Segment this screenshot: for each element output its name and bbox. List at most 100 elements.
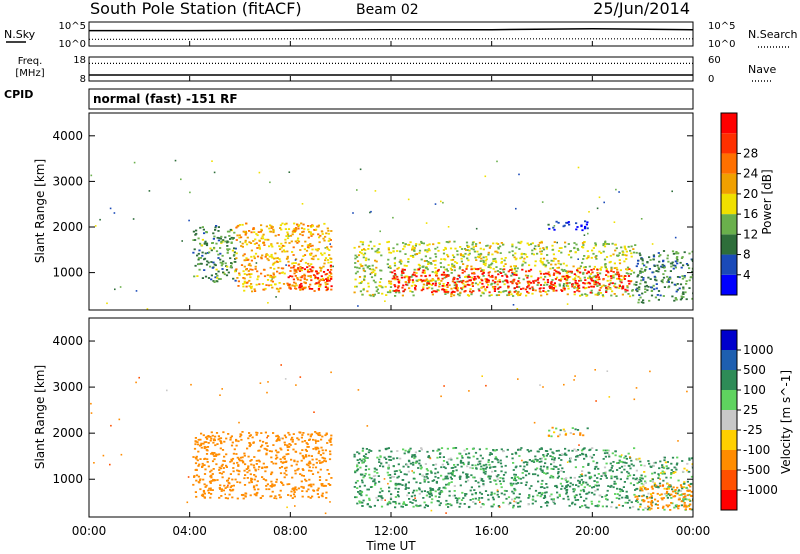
vel-data-cell-2-171: [650, 466, 653, 468]
vel-data-cell-0-427: [248, 432, 251, 434]
vel-data-cell-0-616: [286, 449, 290, 451]
vel-data-cell-2-14: [650, 497, 653, 499]
vel-data-cell-1-1454: [621, 490, 624, 492]
vel-data-cell-1-1539: [356, 464, 359, 467]
power-data-cell-5-47: [640, 279, 643, 282]
vel-data-cell-0-536: [194, 443, 197, 446]
vel-data-cell-0-597: [287, 431, 290, 434]
power-data-cell-1-269: [301, 258, 304, 261]
vel-data-cell-1-302: [426, 491, 429, 493]
vel-data-cell-1-452: [616, 477, 619, 480]
vel-data-cell-2-220: [663, 456, 666, 459]
power-data-cell-1-19: [240, 236, 243, 239]
vel-data-cell-0-275: [301, 454, 304, 457]
vel-data-cell-1-635: [606, 498, 609, 501]
vel-data-cell-0-882: [248, 442, 251, 444]
power-data-cell-5-135: [681, 275, 684, 277]
vel-data-cell-0-44: [215, 463, 218, 466]
power-data-cell-4-186: [442, 271, 445, 274]
vel-data-cell-2-95: [673, 506, 676, 509]
vel-data-cell-1-918: [494, 465, 497, 468]
power-data-cell-1-33: [237, 280, 240, 283]
power-data-cell-1-321: [273, 257, 276, 260]
vel-data-cell-1-1017: [480, 493, 483, 495]
vel-data-cell-1-996: [452, 447, 455, 450]
vel-data-cell-0-117: [216, 443, 219, 445]
vel-data-cell-3-73: [656, 500, 659, 503]
power-data-cell-1-369: [311, 225, 314, 227]
vel-data-cell-1-154: [551, 451, 554, 454]
power-data-cell-3-1081: [367, 244, 370, 247]
power-data-cell-3-1134: [407, 258, 410, 260]
power-data-speck-52: [119, 286, 122, 288]
vel-data-cell-1-609: [381, 497, 384, 499]
power-data-cell-3-420: [375, 266, 378, 269]
vel-data-cell-1-399: [502, 450, 505, 453]
power-data-speck-36: [180, 178, 182, 181]
vel-data-cell-0-2: [307, 462, 310, 465]
power-colorbar-tick-label-6: 28: [743, 146, 758, 160]
power-data-cell-3-41: [371, 247, 374, 250]
freq-ytick-bottom: 8: [80, 74, 86, 85]
power-data-cell-3-997: [358, 282, 361, 285]
vel-data-speck-53: [595, 400, 597, 402]
vel-data-cell-0-739: [325, 491, 328, 494]
power-data-cell-3-879: [411, 248, 414, 251]
power-data-cell-3-193: [545, 246, 548, 249]
power-data-cell-3-952: [575, 274, 578, 277]
vel-data-cell-0-603: [293, 459, 296, 462]
vel-data-cell-1-352: [466, 473, 469, 476]
vel-data-cell-1-1571: [367, 488, 370, 491]
vel-data-cell-1-1519: [416, 505, 419, 508]
power-data-cell-3-951: [604, 263, 607, 266]
vel-data-speck-50: [618, 504, 621, 506]
vel-data-cell-1-1586: [574, 466, 577, 469]
vel-data-cell-0-311: [312, 483, 315, 486]
vel-data-cell-1-347: [364, 456, 367, 458]
power-data-cell-5-214: [635, 251, 638, 254]
power-data-cell-2-27: [311, 288, 314, 290]
power-data-cell-3-1469: [560, 268, 563, 271]
power-data-cell-0-36: [216, 236, 219, 239]
power-data-cell-4-523: [617, 277, 620, 280]
power-data-cell-3-1150: [394, 291, 398, 294]
vel-data-cell-1-1189: [500, 486, 503, 489]
vel-data-cell-1-1115: [569, 476, 572, 479]
power-data-cell-1-645: [321, 230, 324, 233]
power-data-cell-3-459: [506, 294, 509, 297]
vel-data-cell-1-193: [373, 504, 376, 507]
power-data-cell-3-1224: [390, 283, 393, 285]
date-label: 25/Jun/2014: [593, 0, 690, 18]
vel-data-cell-0-69: [253, 456, 256, 458]
power-data-cell-3-1180: [474, 282, 477, 285]
power-data-cell-1-214: [324, 235, 327, 238]
vel-data-cell-0-341: [295, 463, 298, 466]
vel-data-cell-0-199: [246, 447, 249, 450]
beam-label: Beam 02: [356, 2, 419, 18]
power-data-cell-3-889: [470, 276, 473, 279]
vel-data-cell-1-1033: [541, 486, 544, 488]
vel-data-cell-1-542: [378, 449, 381, 452]
power-data-cell-3-71: [570, 256, 573, 259]
vel-data-cell-0-395: [206, 435, 209, 438]
power-data-cell-1-595: [251, 268, 254, 271]
vel-data-cell-1-135: [546, 467, 549, 470]
vel-data-cell-1-336: [610, 505, 613, 508]
power-data-cell-0-196: [203, 258, 206, 261]
power-colorbar-swatch-5: [721, 173, 737, 194]
vel-data-cell-1-241: [462, 471, 465, 474]
vel-data-cell-1-860: [505, 490, 508, 492]
power-data-cell-2-83: [298, 270, 302, 272]
power-data-cell-4-305: [472, 290, 475, 293]
vel-data-cell-0-772: [213, 438, 216, 441]
power-data-cell-3-1008: [460, 248, 464, 250]
power-data-cell-3-1448: [518, 286, 521, 288]
power-data-cell-5-131: [649, 278, 652, 280]
power-data-cell-1-136: [267, 284, 270, 287]
vel-data-cell-1-1585: [549, 448, 552, 451]
power-data-cell-3-1152: [421, 265, 424, 268]
power-data-cell-3-1269: [591, 249, 594, 252]
power-data-cell-3-1464: [389, 251, 393, 254]
vel-data-cell-0-710: [283, 441, 286, 444]
power-data-cell-4-141: [574, 282, 577, 284]
